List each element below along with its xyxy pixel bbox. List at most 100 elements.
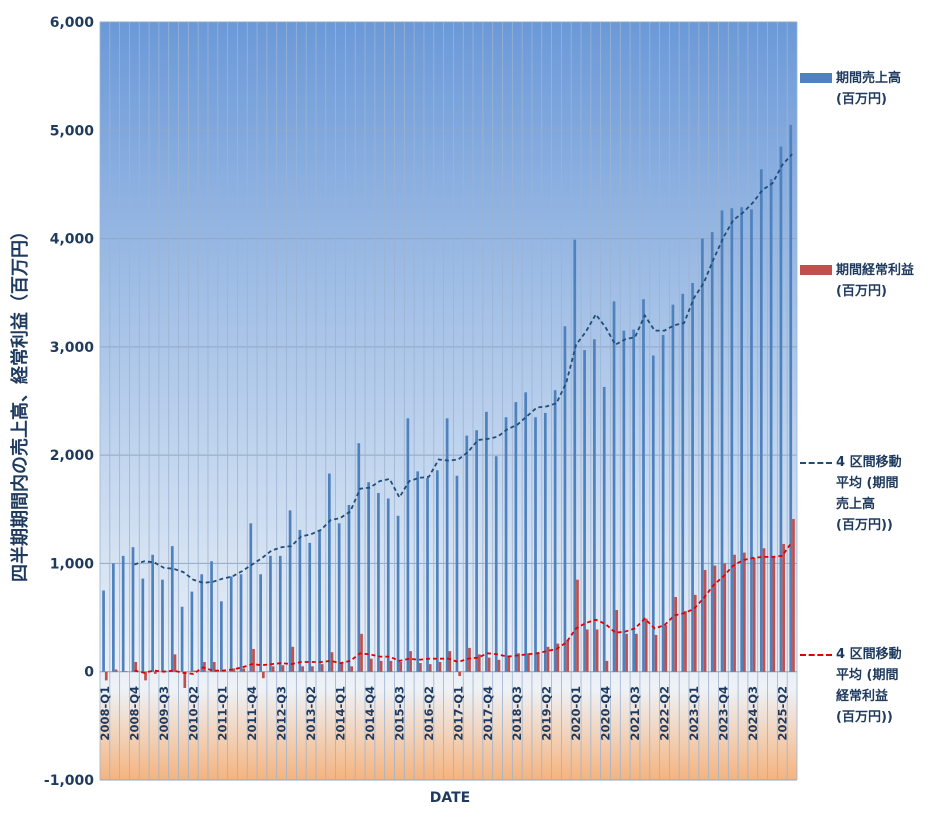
bar-profit bbox=[271, 666, 275, 672]
x-tick-labels: 2008-Q1 2008-Q4 2009-Q3 2010-Q2 2011-Q1 2011-… bbox=[98, 686, 789, 741]
bar-sales bbox=[602, 386, 606, 672]
y-tick-label: 5,000 bbox=[50, 123, 95, 139]
x-tick-label: 2014-Q1 bbox=[334, 686, 348, 741]
bar-sales bbox=[367, 482, 370, 672]
bar-sales bbox=[514, 402, 518, 672]
bar-sales bbox=[445, 418, 449, 672]
bar-profit bbox=[281, 665, 285, 672]
lines bbox=[134, 153, 793, 675]
bar-sales bbox=[190, 591, 194, 672]
bar-sales bbox=[416, 471, 420, 672]
bar-profit bbox=[232, 668, 236, 672]
bar-profit bbox=[409, 651, 412, 672]
x-tick-label: 2020-Q4 bbox=[599, 686, 613, 741]
bar-profit bbox=[487, 657, 491, 672]
bar-sales bbox=[161, 579, 164, 672]
x-tick-label: 2008-Q1 bbox=[98, 686, 112, 741]
bar-sales bbox=[318, 530, 321, 672]
bar-profit bbox=[419, 663, 422, 672]
bar-sales bbox=[121, 555, 125, 672]
bar-profit bbox=[713, 565, 717, 672]
bar-sales bbox=[465, 435, 469, 672]
legend-profit-ma: 4 区間移動 平均 (期間 経常利益 (百万円)) bbox=[800, 644, 926, 728]
bar-sales bbox=[701, 238, 704, 672]
y-tick-label: 6,000 bbox=[50, 15, 95, 31]
bar-profit bbox=[477, 654, 481, 672]
bar-sales bbox=[249, 523, 253, 672]
bar-sales bbox=[612, 301, 616, 672]
legend-label-profit: 期間経常利益 (百万円) bbox=[836, 263, 915, 299]
bar-profit bbox=[644, 618, 648, 672]
bar-sales bbox=[259, 574, 262, 672]
y-tick-labels: -1,000 0 1,000 2,000 3,000 4,000 5,000 6,000 bbox=[44, 15, 94, 789]
bar-profit bbox=[183, 671, 187, 688]
bar-sales bbox=[759, 169, 763, 672]
bar-profit bbox=[517, 653, 520, 672]
bar-sales bbox=[691, 282, 694, 672]
bar-sales bbox=[485, 411, 488, 672]
bar-sales bbox=[269, 555, 272, 672]
x-tick-label: 2010-Q2 bbox=[186, 686, 200, 741]
bar-profit bbox=[497, 659, 501, 672]
x-tick-label: 2022-Q2 bbox=[658, 686, 672, 741]
line-profit-moving-average bbox=[134, 541, 793, 675]
x-tick-label: 2016-Q2 bbox=[422, 686, 436, 741]
bar-sales bbox=[278, 555, 282, 672]
bar-sales bbox=[220, 601, 223, 672]
bar-sales bbox=[710, 232, 714, 672]
bar-sales bbox=[406, 418, 410, 672]
bar-profit bbox=[752, 558, 756, 672]
bar-profit bbox=[772, 556, 776, 672]
bar-profit bbox=[625, 633, 628, 672]
bar-sales bbox=[377, 493, 380, 672]
bar-sales bbox=[347, 504, 351, 672]
bar-sales bbox=[337, 523, 341, 672]
x-tick-label: 2015-Q3 bbox=[392, 686, 406, 741]
bar-sales bbox=[504, 417, 508, 672]
bar-profit bbox=[762, 548, 766, 672]
bar-profit bbox=[144, 671, 147, 681]
x-tick-label: 2025-Q2 bbox=[775, 686, 789, 741]
bar-profit bbox=[261, 671, 265, 679]
bar-sales bbox=[563, 326, 567, 672]
bar-profit bbox=[291, 646, 295, 672]
y-axis-label: 四半期期間内の売上高、経常利益（百万円） bbox=[9, 222, 31, 582]
bar-profit bbox=[311, 666, 314, 672]
bar-profit bbox=[605, 660, 609, 672]
bar-profit bbox=[369, 658, 373, 672]
bars bbox=[102, 124, 795, 688]
legend-profit: 期間経常利益 (百万円) bbox=[800, 260, 926, 302]
bar-profit bbox=[674, 596, 677, 672]
bar-sales bbox=[475, 430, 478, 672]
bar-profit bbox=[350, 666, 354, 672]
bar-sales bbox=[298, 529, 302, 672]
bar-profit bbox=[654, 634, 658, 672]
bar-sales bbox=[681, 293, 685, 672]
legend-swatch-sales bbox=[800, 73, 832, 83]
x-axis-label: DATE bbox=[430, 790, 470, 806]
line-sales-moving-average bbox=[134, 153, 793, 584]
bar-sales bbox=[642, 299, 645, 672]
bar-sales bbox=[632, 329, 636, 672]
bar-profit bbox=[723, 563, 727, 672]
bar-profit bbox=[595, 629, 599, 672]
bar-profit bbox=[576, 579, 579, 672]
bar-sales bbox=[426, 477, 429, 672]
bar-sales bbox=[661, 334, 665, 672]
bar-profit bbox=[556, 643, 560, 672]
bar-profit bbox=[134, 661, 138, 672]
bar-profit bbox=[684, 611, 687, 672]
x-tick-label: 2012-Q3 bbox=[275, 686, 289, 741]
x-tick-label: 2021-Q3 bbox=[628, 686, 642, 741]
y-tick-label: -1,000 bbox=[44, 773, 94, 789]
bar-sales bbox=[524, 392, 528, 672]
legend-label-profit-ma: 4 区間移動 平均 (期間 経常利益 (百万円)) bbox=[836, 647, 902, 725]
bar-profit bbox=[340, 663, 344, 672]
bar-sales bbox=[622, 330, 626, 672]
bar-profit bbox=[173, 654, 177, 672]
bar-profit bbox=[438, 661, 442, 672]
x-tick-label: 2009-Q3 bbox=[157, 686, 171, 741]
bar-profit bbox=[507, 655, 511, 672]
bar-sales bbox=[671, 304, 675, 672]
